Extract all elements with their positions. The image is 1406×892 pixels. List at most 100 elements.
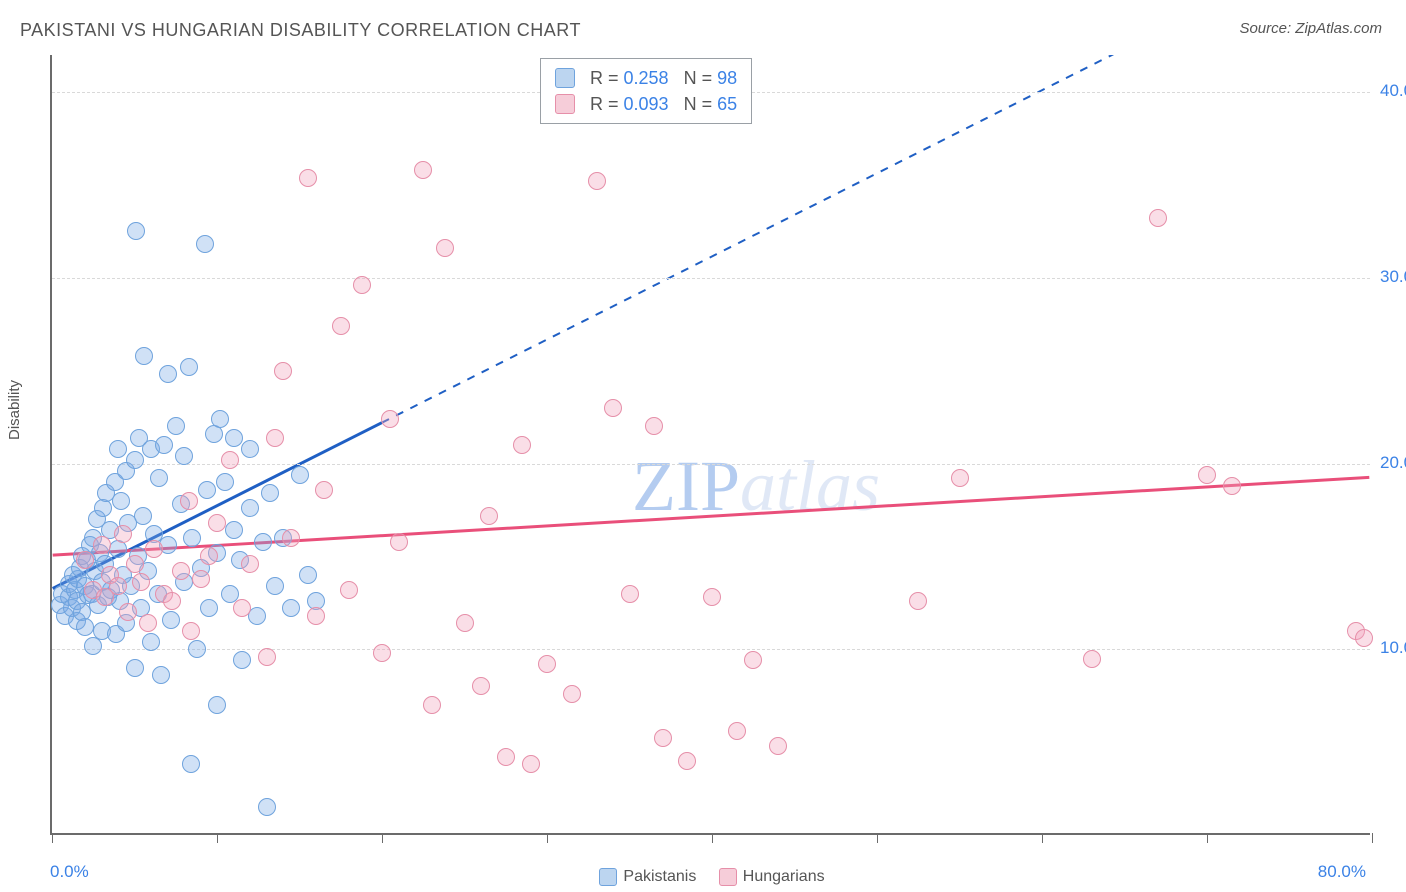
data-point (152, 666, 170, 684)
data-point (744, 651, 762, 669)
watermark: ZIPatlas (632, 445, 880, 528)
data-point (142, 633, 160, 651)
data-point (769, 737, 787, 755)
data-point (307, 607, 325, 625)
data-point (513, 436, 531, 454)
data-point (208, 514, 226, 532)
plot-area: ZIPatlas 10.0%20.0%30.0%40.0% (50, 55, 1370, 835)
data-point (241, 499, 259, 517)
data-point (225, 429, 243, 447)
x-tick (877, 833, 878, 843)
data-point (76, 618, 94, 636)
data-point (282, 529, 300, 547)
data-point (390, 533, 408, 551)
stats-row-pakistanis: R = 0.258 N = 98 (555, 65, 737, 91)
data-point (93, 536, 111, 554)
data-point (1149, 209, 1167, 227)
source-label: Source: ZipAtlas.com (1239, 20, 1382, 37)
x-tick (547, 833, 548, 843)
data-point (538, 655, 556, 673)
data-point (703, 588, 721, 606)
data-point (1083, 650, 1101, 668)
data-point (216, 473, 234, 491)
data-point (155, 436, 173, 454)
data-point (436, 239, 454, 257)
data-point (162, 611, 180, 629)
data-point (109, 440, 127, 458)
data-point (188, 640, 206, 658)
r-value-pakistanis: 0.258 (624, 68, 669, 88)
legend-label-pakistanis: Pakistanis (623, 868, 696, 885)
data-point (258, 648, 276, 666)
data-point (472, 677, 490, 695)
x-tick (1372, 833, 1373, 843)
y-tick-label: 30.0% (1380, 267, 1406, 287)
data-point (332, 317, 350, 335)
stats-legend-box: R = 0.258 N = 98 R = 0.093 N = 65 (540, 58, 752, 124)
data-point (150, 469, 168, 487)
data-point (353, 276, 371, 294)
y-axis-label: Disability (6, 380, 23, 440)
x-tick (217, 833, 218, 843)
data-point (163, 592, 181, 610)
data-point (266, 577, 284, 595)
y-tick-label: 40.0% (1380, 81, 1406, 101)
data-point (299, 566, 317, 584)
data-point (654, 729, 672, 747)
data-point (423, 696, 441, 714)
data-point (119, 603, 137, 621)
x-tick (52, 833, 53, 843)
data-point (522, 755, 540, 773)
data-point (183, 529, 201, 547)
data-point (497, 748, 515, 766)
data-point (1355, 629, 1373, 647)
data-point (134, 507, 152, 525)
data-point (200, 547, 218, 565)
data-point (282, 599, 300, 617)
gridline-h (52, 278, 1370, 279)
x-tick (1042, 833, 1043, 843)
data-point (135, 347, 153, 365)
swatch-pakistanis (555, 68, 575, 88)
data-point (180, 358, 198, 376)
data-point (126, 659, 144, 677)
x-tick (382, 833, 383, 843)
data-point (588, 172, 606, 190)
data-point (225, 521, 243, 539)
data-point (678, 752, 696, 770)
data-point (139, 614, 157, 632)
data-point (126, 451, 144, 469)
y-tick-label: 20.0% (1380, 453, 1406, 473)
data-point (198, 481, 216, 499)
data-point (315, 481, 333, 499)
x-tick (1207, 833, 1208, 843)
data-point (126, 555, 144, 573)
data-point (414, 161, 432, 179)
data-point (254, 533, 272, 551)
watermark-zip: ZIP (632, 446, 740, 526)
data-point (261, 484, 279, 502)
data-point (241, 440, 259, 458)
gridline-h (52, 649, 1370, 650)
data-point (221, 451, 239, 469)
data-point (258, 798, 276, 816)
data-point (340, 581, 358, 599)
data-point (274, 362, 292, 380)
data-point (172, 562, 190, 580)
legend-bottom: Pakistanis Hungarians (0, 868, 1406, 886)
legend-swatch-pakistanis (599, 868, 617, 886)
data-point (112, 492, 130, 510)
data-point (132, 573, 150, 591)
data-point (182, 622, 200, 640)
gridline-h (52, 464, 1370, 465)
data-point (182, 755, 200, 773)
legend-label-hungarians: Hungarians (743, 868, 825, 885)
data-point (241, 555, 259, 573)
data-point (291, 466, 309, 484)
data-point (200, 599, 218, 617)
n-value-hungarians: 65 (717, 94, 737, 114)
data-point (381, 410, 399, 428)
data-point (94, 499, 112, 517)
data-point (621, 585, 639, 603)
data-point (266, 429, 284, 447)
